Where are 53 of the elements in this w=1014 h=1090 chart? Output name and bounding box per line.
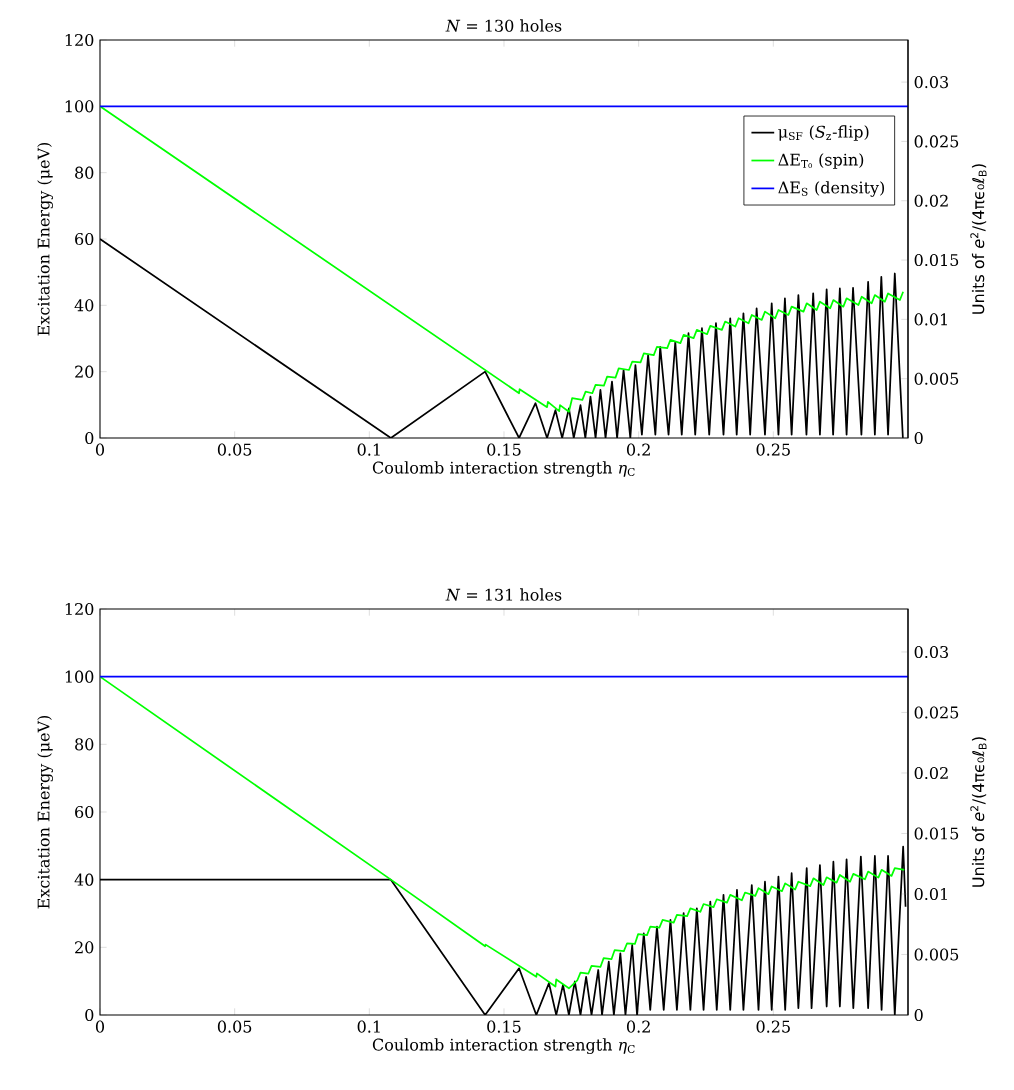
y2-tick-label: 0.025	[914, 135, 959, 148]
y-tick-label: 80	[75, 166, 94, 179]
legend-label: ΔE$_{S}$ (density)	[778, 181, 885, 197]
y2-tick-label: 0.015	[914, 827, 959, 840]
y2-tick-label: 0.02	[914, 766, 948, 780]
y2-tick-label: 0.01	[914, 313, 947, 326]
x-tick-label: 0.15	[487, 443, 521, 456]
y-tick-label: 100	[65, 100, 94, 113]
x-tick-label: 0.2	[626, 1020, 650, 1033]
y2-tick-label: 0.03	[914, 76, 949, 89]
y-tick-label: 100	[65, 670, 94, 683]
line-series	[100, 675, 906, 990]
y2-tick-label: 0	[914, 1008, 923, 1022]
x-tick-label: 0.25	[756, 1020, 790, 1033]
y-tick-label: 40	[74, 299, 94, 312]
y-tick-label: 0	[85, 431, 94, 445]
y-tick-label: 60	[75, 805, 94, 819]
y2-axis-title: Units of e$^{2}$/(4πϵ₀ℓ$_{B}$)	[970, 737, 987, 887]
x-tick-label: 0.1	[357, 443, 380, 456]
x-tick-label: 0	[95, 443, 105, 456]
y-tick-label: 120	[65, 33, 94, 47]
x-tick-label: 0.25	[756, 443, 790, 456]
line-series	[100, 105, 905, 413]
y2-tick-label: 0.025	[914, 706, 959, 719]
x-axis-title: Coulomb interaction strength η$_{C}$	[372, 461, 635, 478]
y-tick-label: 0	[85, 1008, 94, 1022]
x-tick-label: 0.05	[217, 443, 252, 456]
y-tick-label: 20	[75, 941, 94, 954]
y-tick-label: 40	[74, 873, 94, 886]
y-axis-title: Excitation Energy (μeV)	[37, 715, 53, 909]
x-tick-label: 0.1	[357, 1020, 380, 1033]
y2-tick-label: 0.005	[914, 948, 959, 961]
x-tick-label: 0.15	[487, 1020, 521, 1033]
y-tick-label: 20	[75, 365, 94, 378]
y-tick-label: 120	[65, 602, 94, 616]
y2-tick-label: 0.02	[914, 194, 948, 207]
y2-tick-label: 0.015	[914, 254, 959, 267]
chart-title: N = 130 holes	[445, 19, 562, 32]
x-tick-label: 0.05	[217, 1020, 252, 1033]
y2-axis-title: Units of e$^{2}$/(4πϵ₀ℓ$_{B}$)	[970, 164, 987, 314]
y-tick-label: 60	[75, 232, 94, 246]
legend-label: μ$_{SF}$ (S$_{z}$-flip)	[778, 125, 869, 141]
x-tick-label: 0.2	[626, 443, 650, 456]
legend-label: ΔE$_{T₀}$ (spin)	[778, 153, 864, 169]
y2-tick-label: 0.005	[914, 372, 959, 385]
y2-tick-label: 0	[914, 431, 923, 445]
y2-tick-label: 0.03	[914, 645, 949, 659]
x-tick-label: 0	[95, 1020, 105, 1033]
y-tick-label: 80	[75, 738, 94, 751]
chart-title: N = 131 holes	[445, 588, 562, 601]
y2-tick-label: 0.01	[914, 887, 947, 901]
y-axis-title: Excitation Energy (μeV)	[37, 142, 53, 336]
x-axis-title: Coulomb interaction strength η$_{C}$	[372, 1038, 635, 1054]
